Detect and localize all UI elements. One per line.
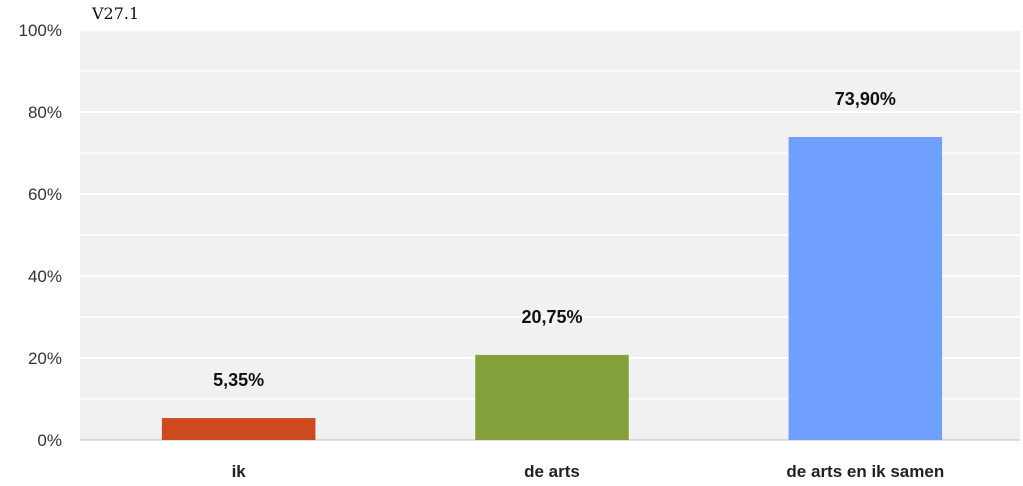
x-category-label: ik — [232, 462, 247, 481]
bar-value-label: 20,75% — [521, 307, 582, 327]
bar — [788, 137, 943, 440]
bar — [161, 418, 316, 440]
x-category-label: de arts — [524, 462, 580, 481]
y-tick-label: 40% — [28, 267, 62, 286]
bars — [161, 137, 943, 440]
bar-value-label: 73,90% — [835, 89, 896, 109]
value-labels: 5,35% 20,75% 73,90% — [213, 89, 896, 390]
y-axis-ticks: 0% 20% 40% 60% 80% 100% — [19, 21, 62, 450]
bar — [475, 354, 629, 440]
x-axis-labels: ik de arts de arts en ik samen — [232, 462, 945, 481]
y-tick-label: 100% — [19, 21, 62, 40]
bar-value-label: 5,35% — [213, 370, 264, 390]
chart-title: V27.1 — [92, 4, 140, 23]
y-tick-label: 0% — [37, 431, 62, 450]
y-tick-label: 80% — [28, 103, 62, 122]
y-tick-label: 20% — [28, 349, 62, 368]
y-tick-label: 60% — [28, 185, 62, 204]
x-category-label: de arts en ik samen — [786, 462, 944, 481]
